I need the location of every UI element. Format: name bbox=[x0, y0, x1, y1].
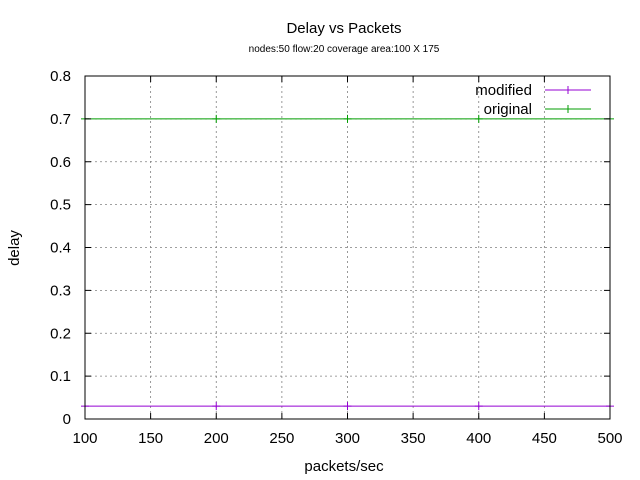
series-point-modified bbox=[474, 402, 483, 411]
y-tick-label: 0.7 bbox=[50, 111, 71, 128]
y-tick-label: 0.2 bbox=[50, 325, 71, 342]
legend: modified original bbox=[475, 82, 591, 118]
series-point-original bbox=[212, 114, 221, 123]
series-point-original bbox=[474, 114, 483, 123]
x-tick-label: 150 bbox=[138, 430, 163, 447]
series-point-original bbox=[343, 114, 352, 123]
x-tick-label: 100 bbox=[72, 430, 97, 447]
x-tick-label: 500 bbox=[597, 430, 622, 447]
y-tick-label: 0 bbox=[63, 411, 71, 428]
grid bbox=[85, 76, 610, 419]
y-tick-label: 0.6 bbox=[50, 154, 71, 171]
series-point-modified bbox=[343, 402, 352, 411]
y-tick-label: 0.8 bbox=[50, 68, 71, 85]
x-axis-label: packets/sec bbox=[304, 458, 384, 475]
legend-label-original: original bbox=[484, 101, 532, 118]
y-tick-label: 0.4 bbox=[50, 240, 71, 257]
series-point-modified bbox=[212, 402, 221, 411]
x-tick-label: 400 bbox=[466, 430, 491, 447]
x-tick-label: 250 bbox=[269, 430, 294, 447]
y-tick-label: 0.3 bbox=[50, 282, 71, 299]
x-tick-label: 200 bbox=[204, 430, 229, 447]
x-tick-label: 350 bbox=[401, 430, 426, 447]
x-tick-label: 450 bbox=[532, 430, 557, 447]
y-tick-label: 0.5 bbox=[50, 197, 71, 214]
legend-label-modified: modified bbox=[475, 82, 532, 99]
chart-title: Delay vs Packets bbox=[286, 20, 401, 37]
chart-subtitle: nodes:50 flow:20 coverage area:100 X 175 bbox=[249, 44, 440, 55]
series-layer bbox=[81, 114, 614, 411]
y-tick-label: 0.1 bbox=[50, 368, 71, 385]
ticks: 100 150 200 250 300 350 400 450 500 0 0.1 0.2 0.3 0.4… bbox=[50, 68, 622, 447]
y-axis-label: delay bbox=[6, 230, 23, 266]
x-tick-label: 300 bbox=[335, 430, 360, 447]
